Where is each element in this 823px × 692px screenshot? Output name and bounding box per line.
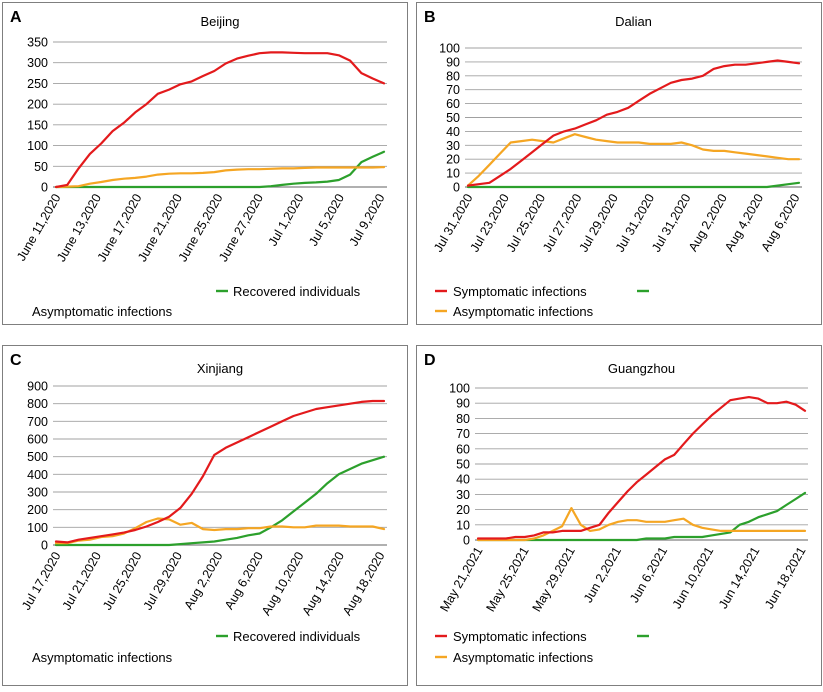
chart-title: Beijing — [200, 14, 239, 29]
y-tick-label: 0 — [41, 539, 48, 553]
panel-border — [2, 345, 408, 686]
y-tick-label: 300 — [27, 486, 48, 500]
y-tick-label: 30 — [446, 139, 460, 153]
y-tick-label: 80 — [456, 412, 470, 426]
series-line-symptomatic — [54, 51, 386, 189]
panel-border — [416, 2, 822, 325]
y-tick-label: 0 — [453, 181, 460, 195]
y-tick-label: 20 — [456, 503, 470, 517]
series-line-symptomatic — [466, 59, 801, 187]
y-tick-label: 70 — [446, 83, 460, 97]
y-tick-label: 800 — [27, 397, 48, 411]
y-tick-label: 400 — [27, 468, 48, 482]
legend-label-asymptomatic: Asymptomatic infections — [453, 304, 594, 319]
y-tick-label: 90 — [446, 55, 460, 69]
y-tick-label: 50 — [456, 458, 470, 472]
y-tick-label: 70 — [456, 427, 470, 441]
y-tick-label: 100 — [27, 139, 48, 153]
y-tick-label: 700 — [27, 415, 48, 429]
chart-title: Xinjiang — [197, 361, 243, 376]
panel-border — [416, 345, 822, 686]
y-tick-label: 10 — [456, 518, 470, 532]
series-line-recovered — [54, 150, 386, 189]
y-tick-label: 600 — [27, 433, 48, 447]
y-tick-label: 80 — [446, 69, 460, 83]
legend-label-asymptomatic: Asymptomatic infections — [32, 304, 173, 319]
y-tick-label: 50 — [34, 160, 48, 174]
series-line-recovered — [466, 181, 801, 189]
series-line-asymptomatic — [466, 133, 801, 187]
y-tick-label: 200 — [27, 503, 48, 517]
legend-label-recovered: Recovered individuals — [233, 284, 361, 299]
y-tick-label: 10 — [446, 167, 460, 181]
series-line-symptomatic — [54, 399, 386, 544]
y-tick-label: 50 — [446, 111, 460, 125]
y-tick-label: 200 — [27, 98, 48, 112]
y-tick-label: 100 — [439, 42, 460, 56]
legend-label-asymptomatic: Asymptomatic infections — [32, 650, 173, 665]
y-tick-label: 300 — [27, 56, 48, 70]
series-line-symptomatic — [476, 396, 807, 540]
y-tick-label: 900 — [27, 380, 48, 394]
y-tick-label: 60 — [456, 442, 470, 456]
legend-label-symptomatic: Symptomatic infections — [453, 629, 587, 644]
y-tick-label: 60 — [446, 97, 460, 111]
chart-title: Dalian — [615, 14, 652, 29]
series-line-recovered — [54, 455, 386, 547]
y-tick-label: 500 — [27, 450, 48, 464]
y-tick-label: 40 — [446, 125, 460, 139]
y-tick-label: 150 — [27, 118, 48, 132]
series-line-asymptomatic — [54, 517, 386, 545]
series-line-recovered — [476, 491, 807, 542]
y-tick-label: 0 — [41, 181, 48, 195]
y-tick-label: 40 — [456, 473, 470, 487]
chart-title: Guangzhou — [608, 361, 675, 376]
y-tick-label: 20 — [446, 153, 460, 167]
legend-label-asymptomatic: Asymptomatic infections — [453, 650, 594, 665]
panel-label: B — [424, 9, 436, 26]
legend-label-recovered: Recovered individuals — [233, 629, 361, 644]
y-tick-label: 100 — [449, 382, 470, 396]
y-tick-label: 250 — [27, 77, 48, 91]
panel-border — [2, 2, 408, 325]
series-line-asymptomatic — [54, 166, 386, 189]
y-tick-label: 0 — [463, 534, 470, 548]
y-tick-label: 350 — [27, 36, 48, 50]
panel-label: A — [10, 9, 22, 26]
y-tick-label: 30 — [456, 488, 470, 502]
panel-label: D — [424, 352, 436, 369]
legend-label-symptomatic: Symptomatic infections — [453, 284, 587, 299]
series-line-asymptomatic — [476, 507, 807, 542]
panel-label: C — [10, 352, 22, 369]
y-tick-label: 100 — [27, 521, 48, 535]
y-tick-label: 90 — [456, 397, 470, 411]
panel-c: C Xinjiang0100200300400500600700800900Jul… — [2, 345, 408, 686]
